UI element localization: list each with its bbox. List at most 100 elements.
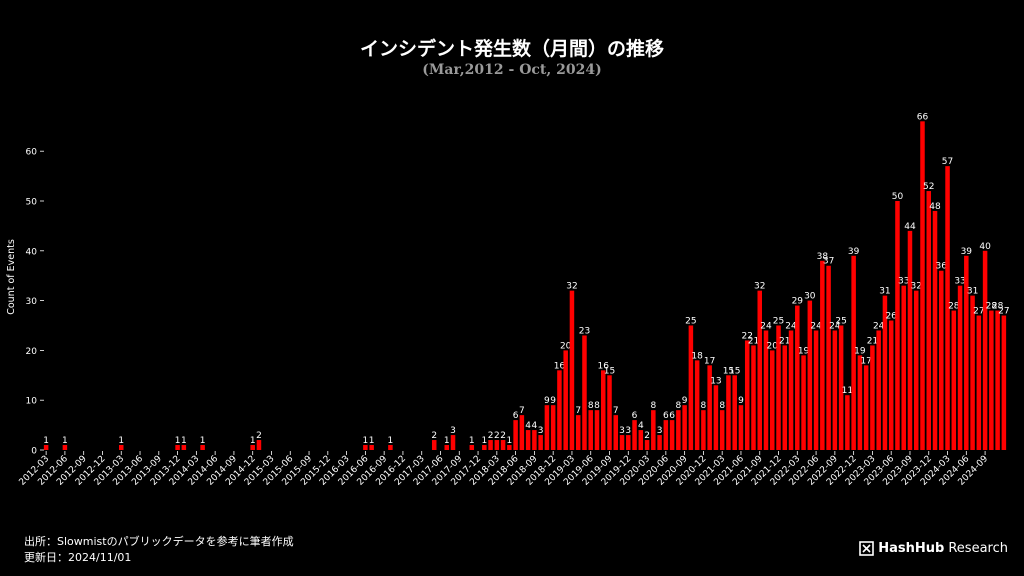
bar	[907, 230, 913, 450]
bar	[995, 310, 1000, 450]
bar-value-label: 13	[710, 376, 721, 386]
bar	[845, 395, 850, 450]
bar	[970, 295, 975, 450]
bar	[920, 121, 925, 450]
bar	[976, 315, 982, 450]
bar	[876, 330, 881, 450]
bar-value-label: 32	[754, 282, 765, 292]
y-tick-label: 40	[26, 247, 38, 257]
bar-value-label: 25	[685, 317, 696, 327]
bar	[500, 440, 506, 450]
bar-value-label: 1	[118, 436, 124, 446]
bar-value-label: 8	[719, 401, 725, 411]
bar-value-label: 25	[835, 317, 846, 327]
bar	[838, 325, 844, 450]
bar-value-label: 1	[369, 436, 375, 446]
bar-value-label: 3	[450, 426, 456, 436]
bar-value-label: 16	[554, 361, 566, 371]
bar	[569, 290, 575, 450]
bar	[538, 435, 543, 450]
bar	[732, 375, 737, 450]
bar-value-label: 9	[738, 396, 744, 406]
bar	[575, 415, 581, 450]
bar	[782, 345, 788, 450]
bar	[600, 370, 606, 450]
bar-value-label: 36	[936, 262, 948, 272]
bar	[626, 435, 631, 450]
bar-value-label: 2	[431, 431, 437, 441]
chart-subtitle: (Mar,2012 - Oct, 2024)	[422, 62, 602, 78]
bar-value-label: 39	[961, 247, 973, 257]
bar	[557, 370, 562, 450]
bar	[763, 330, 769, 450]
bar-value-label: 2	[644, 431, 650, 441]
bar	[519, 415, 525, 450]
bar-value-label: 27	[973, 307, 984, 317]
bar-value-label: 1	[469, 436, 475, 446]
bar-value-label: 4	[532, 421, 538, 431]
bar-value-label: 22	[741, 331, 752, 341]
y-tick-label: 50	[26, 198, 38, 208]
bar	[532, 430, 537, 450]
bar	[369, 445, 374, 450]
bar	[882, 295, 888, 450]
bar	[726, 375, 731, 450]
bar	[989, 310, 994, 450]
bar	[200, 445, 205, 450]
bar-value-label: 1	[175, 436, 181, 446]
bar	[644, 440, 650, 450]
bar	[431, 440, 437, 450]
y-tick-label: 0	[31, 447, 37, 457]
bar-value-label: 1	[181, 436, 187, 446]
bar-value-label: 1	[43, 436, 49, 446]
bar	[632, 420, 637, 450]
bar	[951, 310, 957, 450]
bar-value-label: 2	[488, 431, 494, 441]
bar	[820, 260, 825, 450]
bar-value-label: 38	[817, 252, 829, 262]
bar	[751, 345, 756, 450]
bar-value-label: 1	[200, 436, 206, 446]
bar-value-label: 9	[544, 396, 550, 406]
bar-value-label: 15	[604, 366, 615, 376]
bar-value-label: 21	[867, 336, 878, 346]
bar-value-label: 9	[550, 396, 556, 406]
bar	[594, 410, 600, 450]
bar	[807, 300, 813, 450]
bar	[776, 325, 781, 450]
bar	[857, 355, 863, 450]
bar	[932, 210, 938, 450]
bar-value-label: 30	[804, 292, 816, 302]
bar-value-label: 6	[513, 411, 519, 421]
y-tick-label: 30	[26, 297, 38, 307]
bar-value-label: 37	[823, 257, 834, 267]
bar	[450, 435, 456, 450]
bar	[62, 445, 68, 450]
bar-value-label: 8	[588, 401, 594, 411]
bar-value-label: 3	[625, 426, 631, 436]
bar	[851, 255, 856, 450]
updated-date: 更新日：2024/11/01	[24, 551, 132, 564]
bar	[613, 415, 619, 450]
bar-value-label: 6	[632, 411, 638, 421]
bar	[713, 385, 719, 450]
y-tick-label: 20	[26, 347, 38, 357]
bar	[701, 410, 706, 450]
bar	[982, 250, 988, 450]
bar-value-label: 1	[388, 436, 394, 446]
bar	[826, 265, 831, 450]
bar	[444, 445, 450, 450]
bar-value-label: 8	[675, 401, 681, 411]
bar-value-label: 26	[885, 312, 897, 322]
bar	[657, 435, 662, 450]
bar	[801, 355, 806, 450]
logo-text-research: Research	[948, 541, 1008, 556]
bar-value-label: 19	[798, 346, 810, 356]
bar	[1001, 315, 1007, 450]
bar	[870, 345, 875, 450]
bar-value-label: 40	[979, 242, 991, 252]
bar-value-label: 16	[598, 361, 610, 371]
bar-value-label: 7	[613, 406, 619, 416]
bar-value-label: 21	[748, 336, 759, 346]
bar-value-label: 24	[873, 321, 885, 331]
